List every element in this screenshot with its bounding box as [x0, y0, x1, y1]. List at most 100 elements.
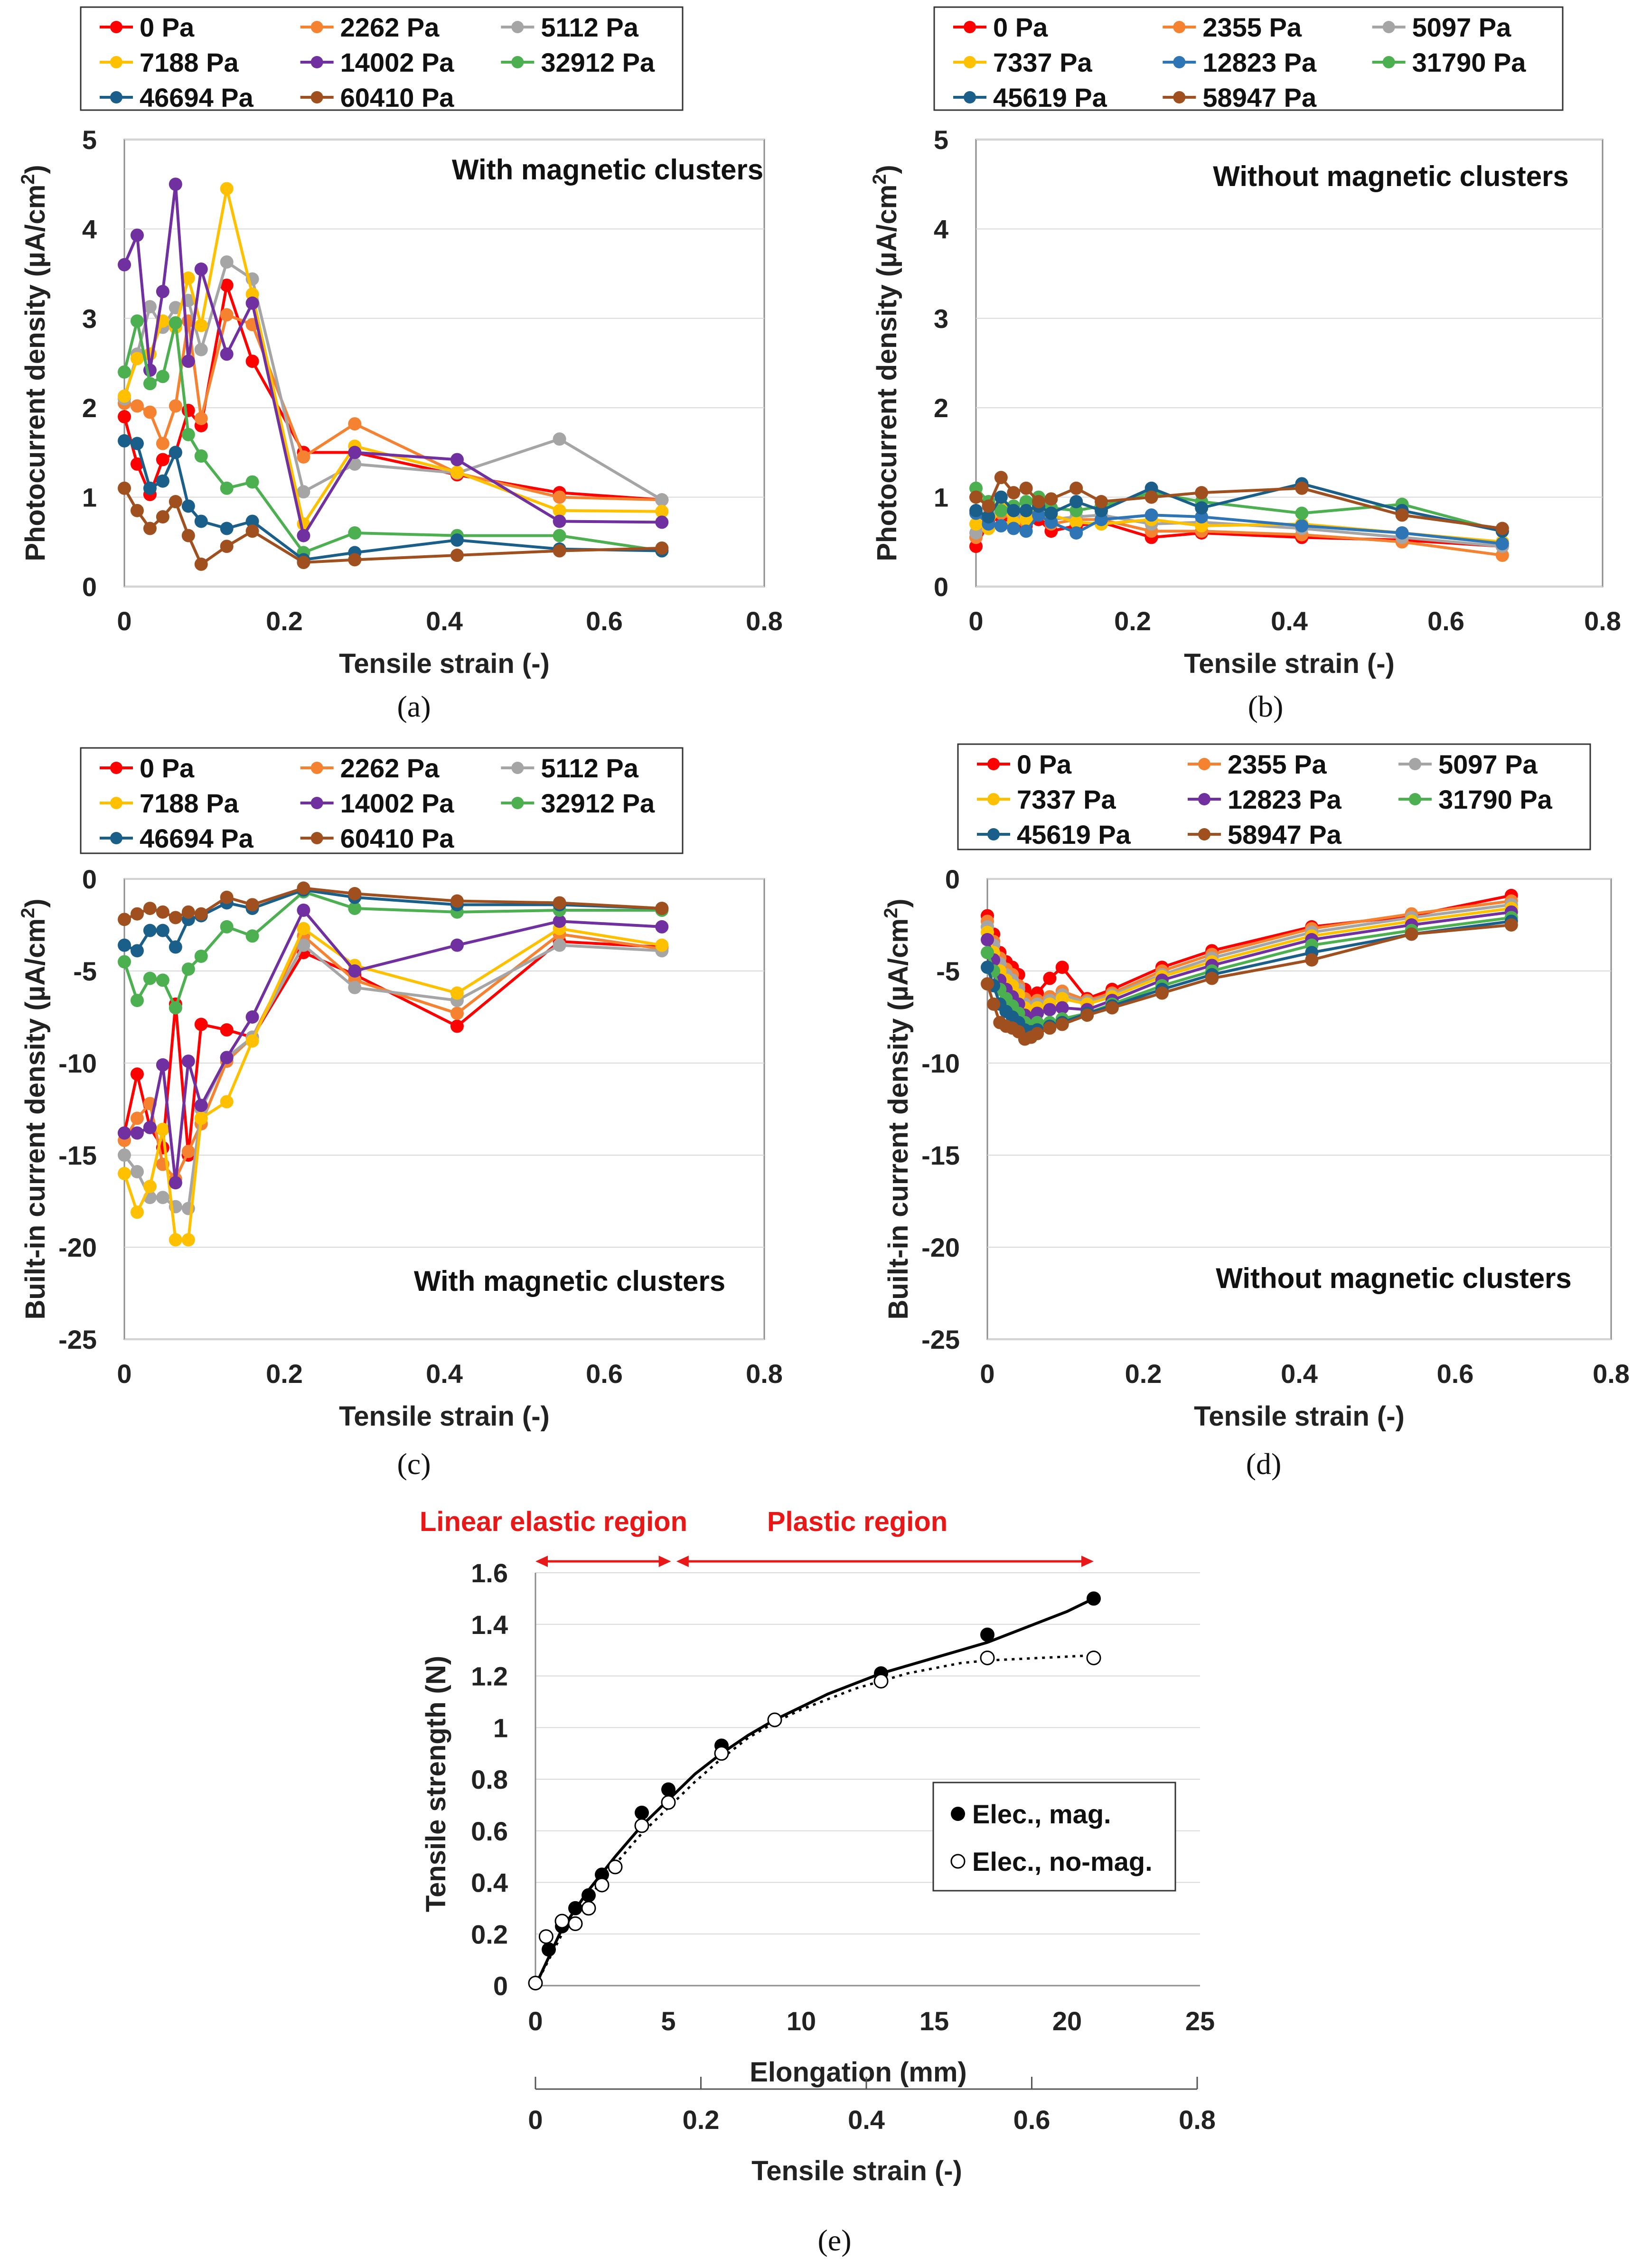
data-point	[130, 944, 144, 958]
y-tick-label: 1	[82, 483, 97, 513]
data-point	[987, 997, 1001, 1011]
data-point	[169, 1233, 182, 1247]
data-point	[194, 318, 208, 332]
series-line	[123, 184, 662, 540]
series-no-mag	[528, 1650, 1101, 1991]
x-tick-label: 0.6	[1427, 606, 1464, 636]
data-point	[245, 514, 259, 528]
legend-swatch-marker	[964, 91, 976, 103]
data-point	[156, 437, 169, 450]
legend-swatch-marker	[1382, 56, 1395, 68]
y-tick-label: 0.6	[471, 1816, 508, 1846]
x-axis-label: Elongation (mm)	[750, 2057, 967, 2088]
legend-entry: 0 Pa	[1017, 749, 1072, 779]
data-point	[450, 986, 464, 1000]
y-tick-label: -20	[921, 1232, 960, 1262]
plot-area	[123, 139, 765, 588]
data-point	[220, 1095, 234, 1109]
data-point	[994, 519, 1008, 532]
legend-entry: 2355 Pa	[1228, 749, 1327, 779]
legend-swatch-marker	[1198, 828, 1210, 840]
data-point	[181, 428, 195, 441]
superscript: 2	[881, 908, 901, 918]
data-point	[156, 1191, 169, 1204]
fit-line-mag	[534, 1597, 1095, 1987]
superscript: 2	[18, 174, 38, 185]
legend-swatch-marker	[511, 21, 524, 33]
x-tick-label: 0	[968, 606, 983, 636]
legend-entry: 12823 Pa	[1228, 784, 1342, 814]
data-point	[194, 949, 208, 963]
data-point	[1055, 1017, 1069, 1031]
series-60410-Pa	[118, 481, 669, 571]
data-point	[194, 449, 208, 463]
data-point	[655, 515, 669, 529]
data-point	[297, 485, 310, 499]
data-point	[130, 352, 144, 365]
data-point	[348, 417, 362, 431]
data-point	[220, 481, 234, 495]
label-close: )	[872, 165, 902, 174]
data-point	[553, 915, 566, 928]
data-point	[1031, 1007, 1044, 1020]
legend-swatch-marker	[511, 56, 524, 68]
data-point	[1043, 1021, 1057, 1035]
x-axis-label: Tensile strain (-)	[1184, 648, 1395, 679]
data-point	[118, 1167, 131, 1180]
legend-entry: 5112 Pa	[541, 753, 638, 783]
legend-entry: 5112 Pa	[541, 12, 638, 42]
legend-entry: 5097 Pa	[1438, 749, 1538, 779]
y-tick-label: -10	[921, 1048, 960, 1078]
legend-swatch-marker	[1198, 758, 1210, 770]
data-point	[169, 446, 182, 459]
data-point	[194, 411, 208, 425]
data-point	[981, 977, 994, 991]
series-mag	[542, 1591, 1101, 1957]
legend-entry: Elec., mag.	[972, 1799, 1111, 1829]
data-point	[980, 1627, 994, 1642]
strain-tick-label: 0.2	[683, 2105, 720, 2135]
data-point	[581, 1901, 596, 1916]
legend-box	[932, 1782, 1176, 1892]
label-close: )	[883, 898, 914, 907]
y-tick-label: 1.6	[471, 1558, 508, 1588]
panel-e: 0 0.2 0.4 0.6 0.8 1 1.2 1.4 1.6 0 5 10 15 20 25 Elongat…	[420, 1506, 1216, 2257]
data-point	[1019, 504, 1033, 517]
x-tick-label: 0.6	[1437, 1359, 1474, 1389]
data-point	[348, 887, 362, 901]
legend-swatch-marker	[1409, 793, 1421, 805]
legend-entry: 32912 Pa	[541, 47, 655, 77]
data-point	[118, 410, 131, 424]
data-point	[118, 938, 131, 952]
data-point	[181, 355, 195, 368]
panel-caption: (e)	[817, 2223, 851, 2257]
x-axis-label: Tensile strain (-)	[1194, 1401, 1405, 1432]
data-point	[194, 907, 208, 921]
data-point	[156, 1058, 169, 1072]
y-tick-label: -20	[58, 1232, 97, 1262]
legend: 0 Pa 2355 Pa 5097 Pa 7337 Pa 12823 Pa 31790 P…	[933, 6, 1564, 112]
data-point	[143, 902, 157, 915]
legend-entry: 2262 Pa	[340, 753, 440, 783]
data-point	[297, 529, 310, 542]
x-tick-label: 0.6	[586, 1359, 623, 1389]
data-point	[130, 1205, 144, 1219]
x-tick-label: 0.2	[266, 606, 303, 636]
legend-entry: 14002 Pa	[340, 47, 455, 77]
data-point	[1069, 515, 1083, 529]
data-point	[143, 1179, 157, 1193]
data-point	[245, 929, 259, 943]
data-point	[553, 529, 566, 542]
data-point	[1295, 506, 1309, 520]
x-tick-label: 0.2	[1114, 606, 1151, 636]
data-point	[130, 1165, 144, 1178]
data-point	[143, 405, 157, 419]
data-point	[143, 377, 157, 391]
data-point	[450, 453, 464, 467]
data-point	[635, 1805, 649, 1820]
data-point	[297, 450, 310, 464]
legend-swatch-marker	[110, 832, 122, 844]
y-tick-label: 0.4	[471, 1868, 508, 1898]
data-point	[169, 1001, 182, 1015]
legend-entry: 2355 Pa	[1202, 12, 1302, 42]
